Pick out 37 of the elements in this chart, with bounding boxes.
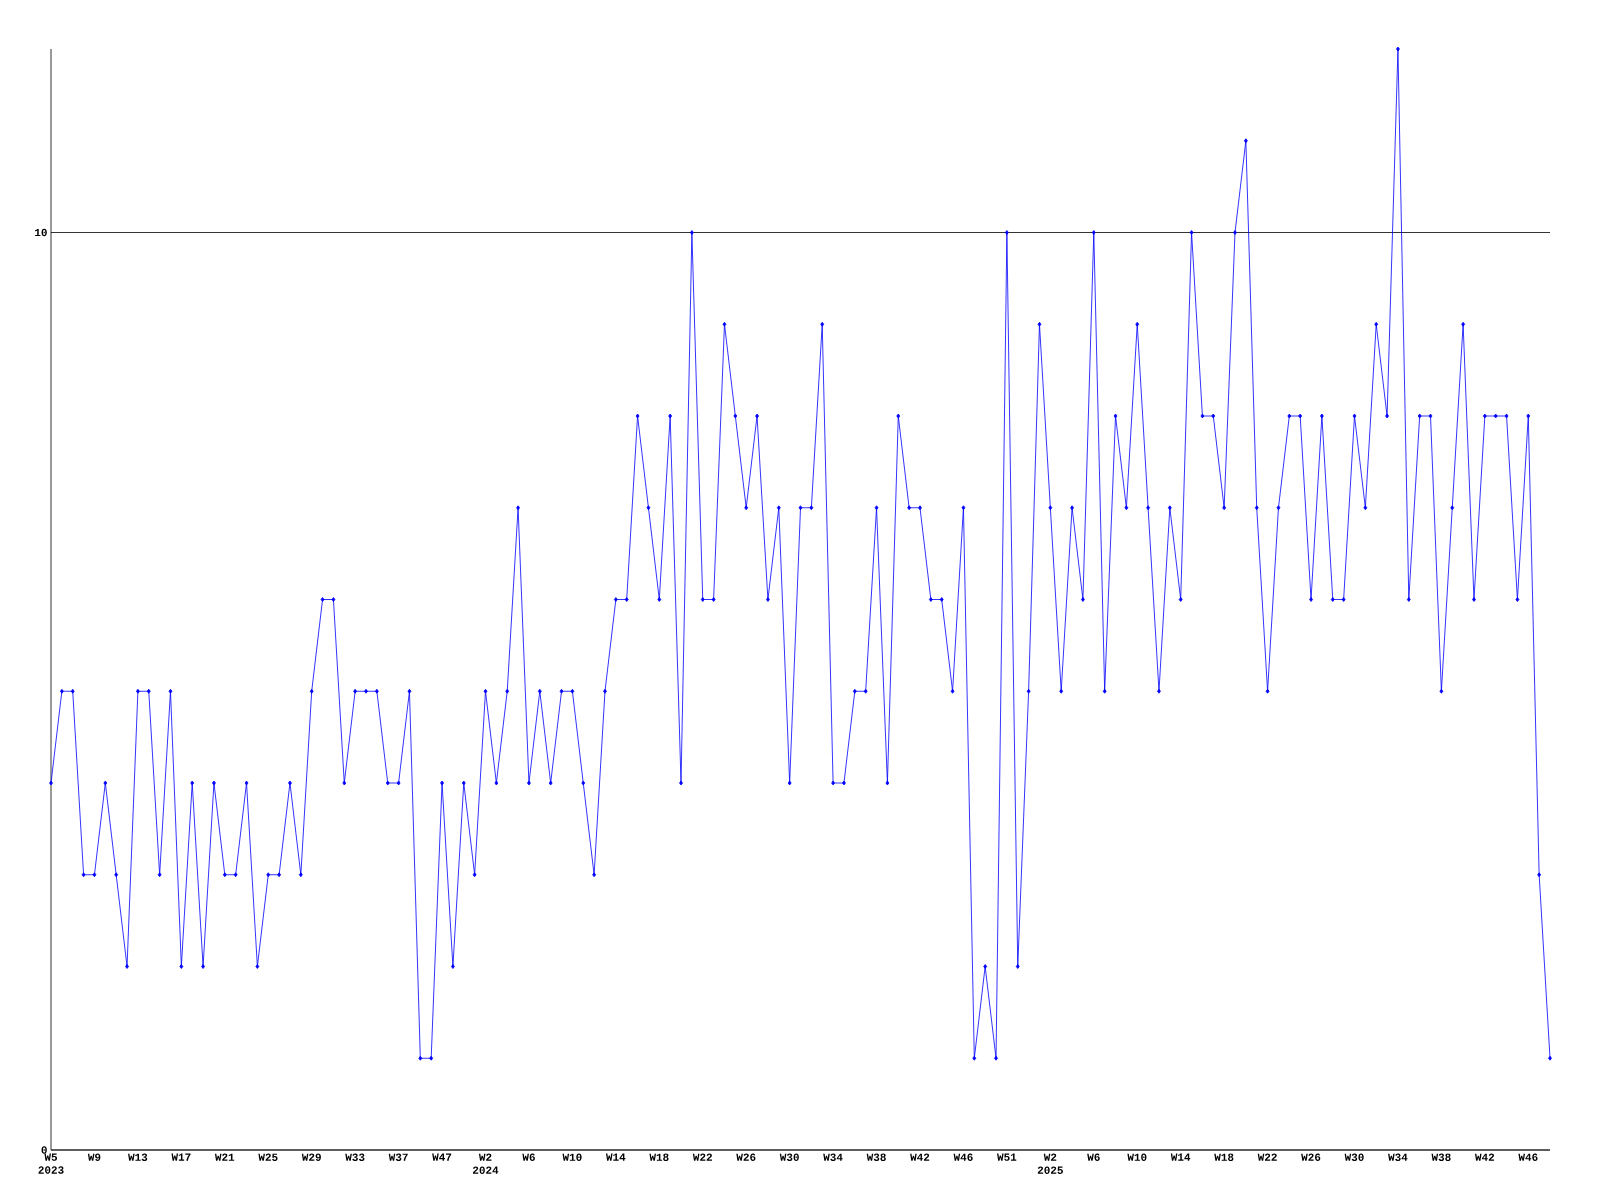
x-tick-label: W42 bbox=[910, 1153, 930, 1161]
x-tick-label: W5 2023 bbox=[38, 1153, 64, 1174]
x-tick-label: W22 bbox=[692, 1153, 712, 1161]
x-tick-label: W2 2024 bbox=[473, 1153, 499, 1174]
x-tick-label: W34 bbox=[823, 1153, 843, 1161]
x-tick-label: W25 bbox=[258, 1153, 278, 1161]
x-tick-label: W42 bbox=[1474, 1153, 1495, 1161]
x-tick-label: W10 bbox=[1127, 1153, 1147, 1161]
x-tick-label: W13 bbox=[128, 1153, 148, 1161]
x-tick-label: W18 bbox=[649, 1153, 669, 1161]
x-tick-label: W46 bbox=[1518, 1153, 1538, 1161]
x-tick-label: W14 bbox=[1170, 1153, 1191, 1161]
x-tick-label: W33 bbox=[345, 1153, 365, 1161]
x-tick-label: W30 bbox=[779, 1153, 799, 1161]
x-tick-label: W26 bbox=[1301, 1153, 1321, 1161]
x-tick-label: W47 bbox=[432, 1153, 452, 1161]
x-tick-label: W51 bbox=[997, 1153, 1017, 1161]
x-tick-label: W18 bbox=[1214, 1153, 1234, 1161]
x-tick-label: W26 bbox=[736, 1153, 756, 1161]
x-tick-label: W37 bbox=[388, 1153, 408, 1161]
x-tick-label: W22 bbox=[1257, 1153, 1277, 1161]
x-tick-label: W17 bbox=[171, 1153, 191, 1161]
x-tick-label: W2 2025 bbox=[1037, 1153, 1063, 1174]
x-tick-label: W6 bbox=[1087, 1153, 1100, 1161]
x-tick-label: W30 bbox=[1344, 1153, 1364, 1161]
x-tick-label: W38 bbox=[1431, 1153, 1451, 1161]
x-tick-label: W21 bbox=[214, 1153, 235, 1161]
x-tick-label: W10 bbox=[562, 1153, 582, 1161]
x-tick-label: W34 bbox=[1388, 1153, 1408, 1161]
x-tick-label: W14 bbox=[605, 1153, 626, 1161]
x-tick-label: W9 bbox=[87, 1153, 101, 1161]
y-tick-label: 0 bbox=[41, 1146, 47, 1154]
y-tick-label: 10 bbox=[35, 228, 47, 237]
x-tick-label: W46 bbox=[953, 1153, 973, 1161]
x-tick-label: W6 bbox=[522, 1153, 535, 1161]
x-tick-label: W38 bbox=[866, 1153, 886, 1161]
x-tick-label: W29 bbox=[301, 1153, 321, 1161]
